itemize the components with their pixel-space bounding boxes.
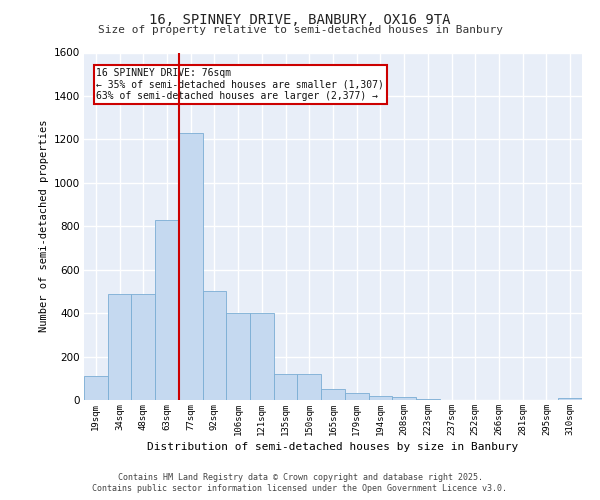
Text: Contains public sector information licensed under the Open Government Licence v3: Contains public sector information licen… xyxy=(92,484,508,493)
Text: 16, SPINNEY DRIVE, BANBURY, OX16 9TA: 16, SPINNEY DRIVE, BANBURY, OX16 9TA xyxy=(149,12,451,26)
Y-axis label: Number of semi-detached properties: Number of semi-detached properties xyxy=(40,120,49,332)
Bar xyxy=(203,292,226,400)
Bar xyxy=(321,389,345,400)
Text: Contains HM Land Registry data © Crown copyright and database right 2025.: Contains HM Land Registry data © Crown c… xyxy=(118,472,482,482)
Text: 16 SPINNEY DRIVE: 76sqm
← 35% of semi-detached houses are smaller (1,307)
63% of: 16 SPINNEY DRIVE: 76sqm ← 35% of semi-de… xyxy=(97,68,385,102)
Bar xyxy=(250,313,274,400)
Bar xyxy=(274,374,298,400)
Bar xyxy=(298,374,321,400)
Bar xyxy=(108,294,131,400)
X-axis label: Distribution of semi-detached houses by size in Banbury: Distribution of semi-detached houses by … xyxy=(148,442,518,452)
Bar xyxy=(155,220,179,400)
Text: Size of property relative to semi-detached houses in Banbury: Size of property relative to semi-detach… xyxy=(97,25,503,35)
Bar xyxy=(84,376,108,400)
Bar xyxy=(558,398,582,400)
Bar xyxy=(226,313,250,400)
Bar xyxy=(416,399,440,400)
Bar xyxy=(179,133,203,400)
Bar xyxy=(368,396,392,400)
Bar xyxy=(345,394,368,400)
Bar xyxy=(131,294,155,400)
Bar xyxy=(392,396,416,400)
